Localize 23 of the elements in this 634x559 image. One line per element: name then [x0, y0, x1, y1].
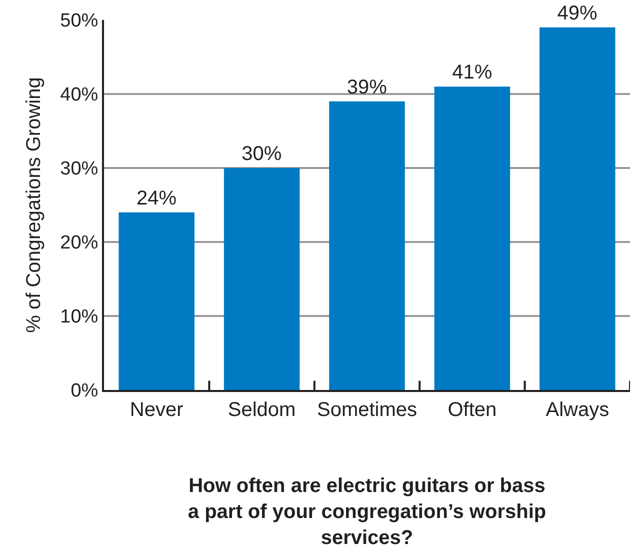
- y-tick-label: 20%: [60, 232, 98, 254]
- bar: [434, 86, 510, 390]
- x-tick-label: Always: [546, 399, 610, 421]
- data-label: 30%: [242, 143, 282, 165]
- bar: [118, 212, 194, 390]
- y-axis-title: % of Congregations Growing: [23, 77, 46, 333]
- y-tick-label: 40%: [60, 84, 98, 106]
- x-tick-label: Seldom: [228, 399, 296, 421]
- data-label: 24%: [136, 187, 177, 210]
- y-tick-label: 30%: [60, 158, 98, 180]
- y-tick-label: 50%: [60, 10, 98, 32]
- bar: [329, 101, 405, 390]
- data-label: 41%: [452, 62, 492, 84]
- x-tick-label: Sometimes: [316, 399, 418, 421]
- bar: [224, 168, 300, 390]
- x-tick-label: Never: [130, 399, 184, 421]
- data-label: 39%: [346, 76, 388, 98]
- x-tick-label: Often: [448, 399, 497, 421]
- y-tick-label: 0%: [70, 380, 98, 402]
- bar: [540, 27, 616, 390]
- x-axis-title: How often are electric guitars or bass a part of your congregation’s worship services?: [188, 475, 546, 549]
- data-label: 49%: [557, 2, 598, 24]
- y-tick-label: 10%: [60, 306, 98, 328]
